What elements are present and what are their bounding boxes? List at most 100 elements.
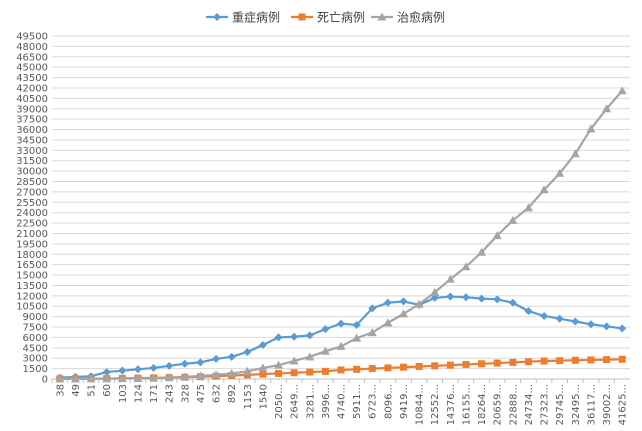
y-tick-label: 1500 (23, 364, 48, 375)
data-point (586, 124, 596, 133)
y-tick-label: 31500 (16, 156, 48, 167)
x-tick-label: 38 (55, 384, 66, 397)
data-point (306, 368, 314, 376)
data-point (165, 361, 174, 370)
data-point (461, 262, 471, 271)
data-point (509, 358, 517, 366)
x-tick-label: 49 (71, 384, 82, 397)
data-point (492, 231, 502, 240)
data-point (102, 374, 112, 383)
data-point (415, 363, 423, 371)
data-point (337, 319, 345, 328)
data-point (571, 317, 580, 326)
data-point (493, 295, 502, 304)
data-point (274, 333, 283, 342)
data-point (523, 203, 533, 212)
y-tick-label: 9000 (23, 312, 48, 323)
data-point (571, 356, 579, 364)
x-tick-label: 3996... (321, 384, 332, 419)
data-point (446, 292, 455, 301)
data-point (55, 374, 65, 383)
y-tick-label: 0 (42, 375, 48, 386)
data-point (477, 294, 486, 303)
y-tick-label: 16500 (16, 260, 48, 271)
data-point (414, 299, 424, 308)
y-tick-label: 30000 (16, 167, 48, 178)
y-tick-label: 27000 (16, 187, 48, 198)
y-tick-label: 34500 (16, 135, 48, 146)
y-tick-label: 33000 (16, 146, 48, 157)
data-point (259, 370, 267, 378)
data-point (149, 363, 158, 372)
data-point (618, 355, 626, 363)
data-point (70, 374, 80, 383)
x-tick-label: 3281... (305, 384, 316, 419)
legend-item: 死亡病例 (291, 10, 365, 25)
data-point (133, 365, 142, 374)
data-point (367, 328, 377, 337)
data-point (212, 354, 221, 363)
data-point (399, 363, 407, 371)
y-tick-label: 21000 (16, 229, 48, 240)
data-point (586, 320, 595, 329)
data-point (461, 293, 470, 302)
x-tick-label: 1540 (258, 384, 269, 409)
x-tick-label: 171 (149, 384, 160, 403)
data-point (102, 368, 111, 377)
data-point (602, 322, 611, 331)
x-tick-label: 243 (165, 384, 176, 403)
data-point (524, 358, 532, 366)
x-tick-label: 29745... (555, 384, 566, 425)
data-point (321, 325, 330, 334)
x-tick-label: 2050... (274, 384, 285, 419)
x-tick-label: 36117... (586, 384, 597, 425)
y-tick-label: 40500 (16, 94, 48, 105)
data-point (617, 86, 627, 95)
x-tick-label: 124 (133, 384, 144, 403)
y-tick-label: 15000 (16, 271, 48, 282)
x-axis-ticks: 38 49 51 60 103 124 171 243 328 475 632 892 1153 1540… (51, 379, 629, 425)
y-tick-label: 45000 (16, 63, 48, 74)
data-point (540, 311, 549, 320)
y-tick-label: 4500 (23, 343, 48, 354)
data-point (353, 365, 361, 373)
data-point (227, 368, 237, 377)
legend-marker (298, 13, 306, 21)
data-point (555, 168, 565, 177)
data-point (368, 365, 376, 373)
y-tick-label: 25500 (16, 198, 48, 209)
x-tick-label: 103 (118, 384, 129, 403)
y-tick-label: 22500 (16, 219, 48, 230)
legend: 重症病例 死亡病例 治愈病例 (206, 10, 445, 25)
data-point (274, 360, 284, 369)
data-point (508, 215, 518, 224)
legend-label: 治愈病例 (397, 10, 445, 25)
x-tick-label: 5911... (352, 384, 363, 419)
x-tick-label: 18264... (477, 384, 488, 425)
data-point (196, 358, 205, 367)
data-point (430, 287, 440, 296)
x-tick-label: 24734... (524, 384, 535, 425)
data-point (508, 298, 517, 307)
series-3 (55, 86, 627, 383)
y-tick-label: 39000 (16, 104, 48, 115)
data-point (399, 297, 408, 306)
y-tick-label: 24000 (16, 208, 48, 219)
y-tick-label: 10500 (16, 302, 48, 313)
series-line (59, 90, 624, 381)
x-tick-label: 328 (180, 384, 191, 403)
y-tick-label: 49500 (16, 32, 48, 43)
x-tick-label: 60 (102, 384, 113, 397)
y-axis-ticks: 0150030004500600075009000105001200013500… (16, 32, 48, 386)
data-point (618, 324, 627, 333)
data-point (539, 185, 549, 194)
x-tick-label: 475 (196, 384, 207, 403)
x-tick-label: 8096... (383, 384, 394, 419)
y-tick-label: 19500 (16, 239, 48, 250)
data-point (478, 360, 486, 368)
legend-item: 重症病例 (206, 10, 280, 25)
data-point (321, 367, 329, 375)
data-point (430, 293, 439, 302)
x-tick-label: 14376... (446, 384, 457, 425)
